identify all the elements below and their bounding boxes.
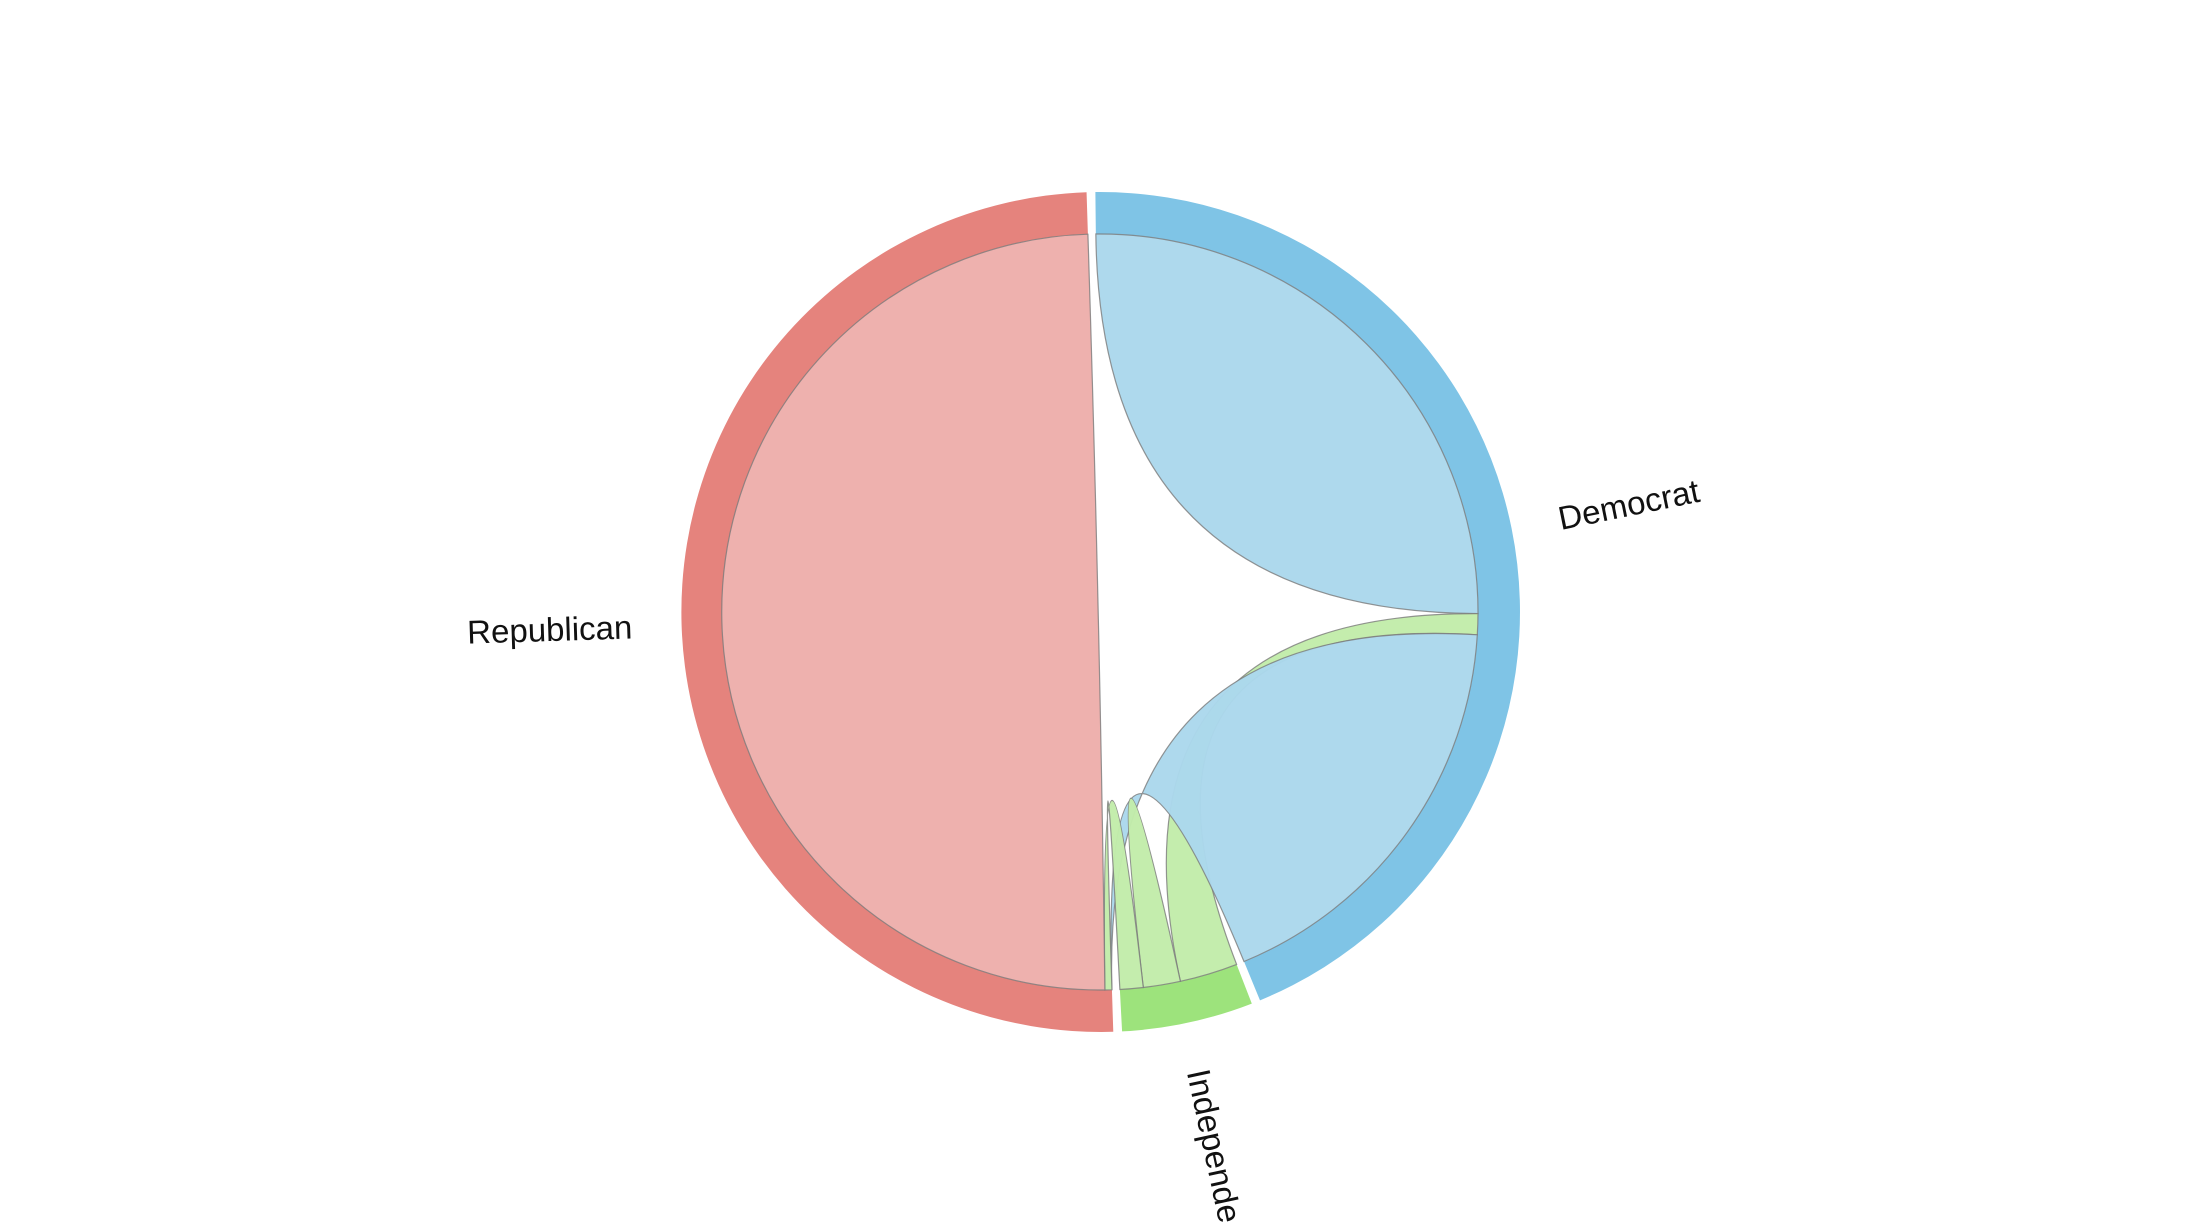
ribbon-independent-republican [1103,800,1144,991]
group-arc-democrat [1095,192,1520,1001]
chord-layer: Democrat Independent Republican [467,192,1703,1222]
ribbon-democrat-democrat [1095,233,1479,615]
group-label-democrat: Democrat [1555,472,1703,537]
ribbons [721,233,1479,991]
ribbon-democrat-republican [1110,633,1478,990]
group-label-independent: Independent [1180,1066,1255,1222]
group-arc-independent [1119,964,1252,1032]
group-label-republican: Republican [467,608,633,650]
ribbon-republican-republican [721,233,1106,991]
